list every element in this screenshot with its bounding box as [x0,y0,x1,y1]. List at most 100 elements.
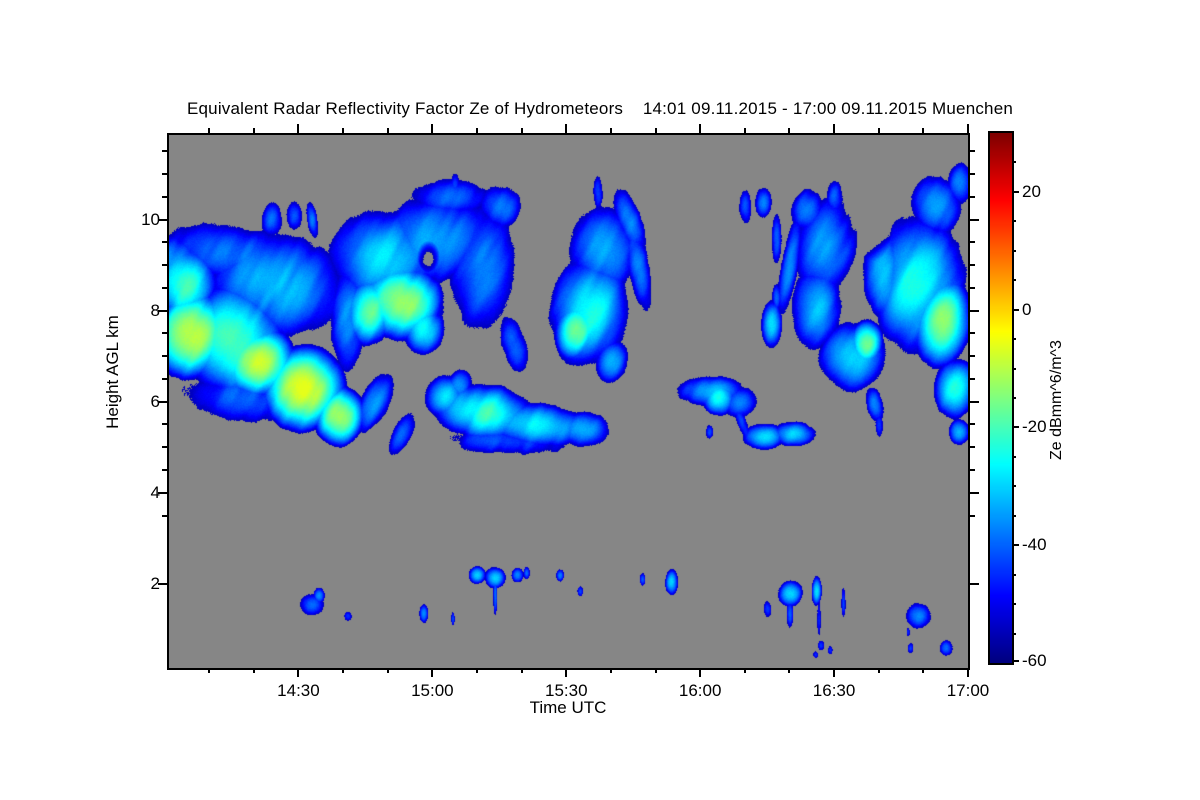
y-minor-tick [162,241,167,244]
y-tick-label: 2 [150,573,160,593]
x-tick-label: 16:30 [812,681,856,700]
y-tick [970,491,979,494]
x-minor-tick [922,128,925,133]
x-tick [833,124,836,133]
y-minor-tick [970,173,975,176]
y-tick [158,309,167,312]
x-minor-tick [654,128,657,133]
x-minor-tick [788,668,791,673]
x-tick [565,124,568,133]
y-minor-tick [162,173,167,176]
y-minor-tick [162,286,167,289]
colorbar-minor-tick [1012,220,1016,223]
y-minor-tick [162,423,167,426]
colorbar-minor-tick [1012,397,1016,399]
x-minor-tick [609,668,612,673]
colorbar-minor-tick [1012,367,1016,370]
y-minor-tick [162,355,167,358]
colorbar-tick [1012,426,1019,429]
y-minor-tick [970,195,975,198]
x-minor-tick [609,128,612,133]
colorbar-tick-label: -60 [1022,651,1047,670]
y-tick-label: 6 [150,391,160,411]
x-tick-label: 16:00 [678,681,722,700]
y-minor-tick [162,332,167,335]
y-minor-tick [970,264,975,267]
y-minor-tick [970,355,975,358]
colorbar-minor-tick [1012,249,1016,252]
y-minor-tick [162,150,167,153]
x-minor-tick [877,128,880,133]
y-tick [970,309,979,312]
colorbar-minor-tick [1012,485,1016,488]
y-minor-tick [162,514,167,517]
x-axis-label: Time UTC [529,698,607,717]
y-tick [970,218,979,221]
x-minor-tick [342,128,345,133]
colorbar-tick [1012,190,1019,193]
y-minor-tick [970,377,975,380]
x-tick [431,124,434,133]
colorbar-tick-label: -20 [1022,417,1047,437]
x-minor-tick [386,128,389,133]
y-tick [158,582,167,585]
colorbar-canvas [990,133,1012,663]
x-minor-tick [342,668,345,673]
colorbar-tick [1012,308,1019,311]
colorbar-tick [1012,544,1019,547]
y-minor-tick [970,241,975,244]
y-minor-tick [162,377,167,380]
y-minor-tick [970,332,975,335]
x-tick [833,668,836,677]
y-tick-label: 10 [141,209,160,229]
x-tick [699,124,702,133]
y-tick [158,491,167,494]
plot-title: Equivalent Radar Reflectivity Factor Ze … [186,99,1014,118]
y-minor-tick [970,469,975,471]
y-minor-tick [162,195,167,198]
x-tick-label: 15:00 [411,681,454,700]
colorbar-minor-tick [1012,161,1016,164]
x-minor-tick [877,668,880,673]
colorbar-minor-tick [1012,632,1016,635]
colorbar-tick-label: 0 [1022,299,1032,319]
x-tick-label: 14:30 [277,681,320,700]
x-minor-tick [743,128,746,133]
y-minor-tick [970,150,975,153]
colorbar-tick-label: -40 [1022,535,1047,555]
x-tick-label: 17:00 [946,681,990,700]
x-minor-tick [475,128,478,133]
colorbar-label: Ze dBmm^6/m^3 [1048,340,1065,460]
x-minor-tick [520,668,523,673]
y-tick [158,400,167,403]
x-tick [967,124,969,133]
x-minor-tick [520,128,523,133]
y-minor-tick [970,423,975,426]
x-minor-tick [208,668,211,673]
x-minor-tick [743,668,746,673]
x-minor-tick [922,668,925,673]
x-minor-tick [788,128,791,133]
y-minor-tick [970,446,975,449]
colorbar-minor-tick [1012,279,1016,282]
colorbar-minor-tick [1012,603,1016,606]
y-tick-label: 4 [150,482,160,502]
y-tick [158,218,167,221]
x-tick [699,668,702,677]
reflectivity-heatmap-canvas [169,135,968,668]
y-minor-tick [970,286,975,289]
x-tick-label: 15:30 [544,681,588,700]
x-minor-tick [252,668,255,673]
y-axis-label: Height AGL km [103,315,122,429]
colorbar-tick-label: 20 [1022,181,1041,201]
y-tick-label: 8 [150,300,160,320]
colorbar-minor-tick [1012,455,1016,458]
y-tick [970,582,979,585]
colorbar-tick [1012,660,1019,662]
x-tick [297,668,300,677]
y-minor-tick [162,469,167,471]
x-minor-tick [386,668,389,673]
x-tick [297,124,300,133]
x-tick [565,668,568,677]
